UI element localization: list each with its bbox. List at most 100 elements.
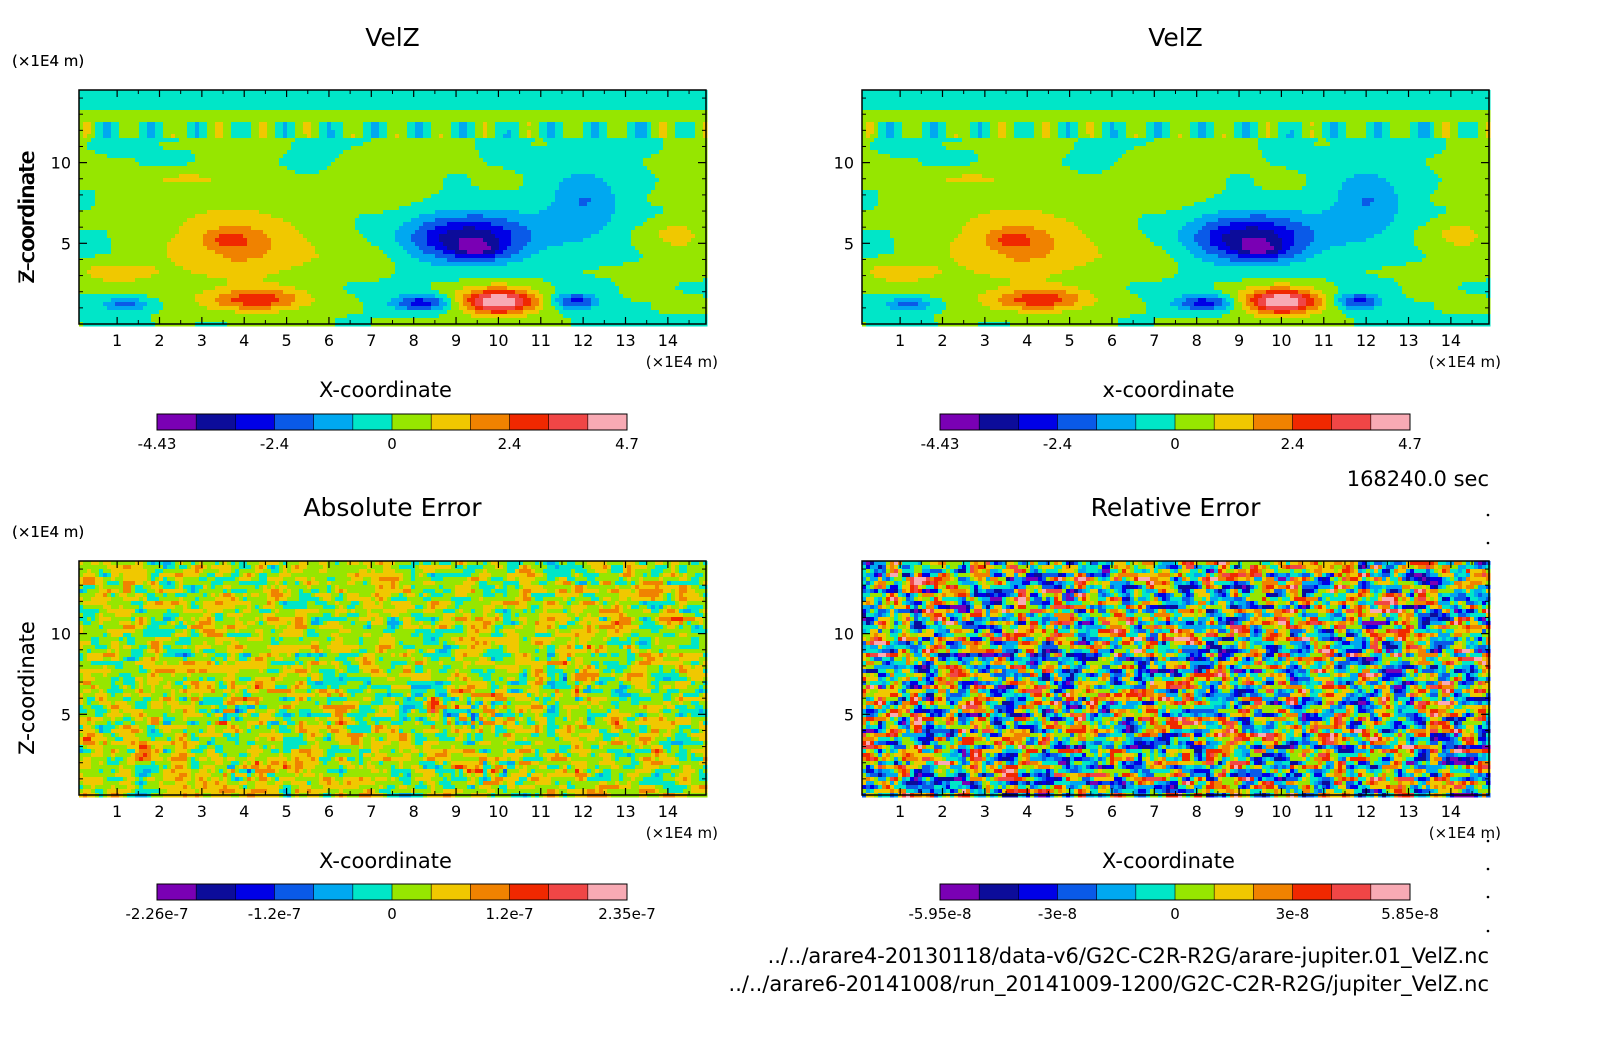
colorbar-label: 4.7 (615, 435, 639, 453)
x-tick-label: 3 (980, 331, 990, 350)
x-unit-label: (×1E4 m) (1429, 353, 1501, 371)
x-tick-label: 8 (409, 331, 419, 350)
colorbar-label: -1.2e-7 (248, 905, 301, 923)
heatmap-field (79, 90, 708, 327)
colorbar-swatch (275, 414, 314, 430)
colorbar-label: 2.35e-7 (598, 905, 656, 923)
x-tick-label: 11 (531, 331, 551, 350)
y-unit-label: (×1E4 m) (12, 523, 84, 541)
colorbar-swatch (196, 414, 235, 430)
colorbar-swatch (1018, 884, 1057, 900)
colorbar-swatch (1332, 414, 1371, 430)
x-tick-label: 9 (1234, 331, 1244, 350)
colorbar-swatch (1214, 414, 1253, 430)
panel-1: VelZ(×1E4 m)1 2 3 4 5 6 7 8 9 10 11 12 13 14510(×1E4 … (12, 23, 718, 453)
x-tick-label: 7 (1149, 802, 1159, 821)
colorbar-swatch (1058, 884, 1097, 900)
panel-3: Absolute Error(×1E4 m)1 2 3 4 5 6 7 8 9 10 11 12 13 1… (12, 493, 718, 923)
colorbar-swatch (940, 414, 979, 430)
colorbar-swatch (1253, 884, 1292, 900)
colorbar-swatch (1371, 414, 1410, 430)
time-label: 168240.0 sec (1347, 467, 1489, 491)
y-tick-label: 5 (61, 705, 71, 724)
colorbar-swatch (1293, 414, 1332, 430)
x-tick-label: 4 (1022, 331, 1032, 350)
colorbar-swatch (1293, 884, 1332, 900)
y-tick-label: 10 (834, 625, 854, 644)
colorbar-swatch (1214, 884, 1253, 900)
x-tick-label: 3 (197, 802, 207, 821)
panel-title: VelZ (1148, 23, 1203, 52)
margin-dot (1487, 868, 1490, 871)
colorbar-label: 1.2e-7 (485, 905, 533, 923)
colorbar-swatch (157, 884, 196, 900)
x-tick-label: 14 (658, 802, 678, 821)
x-tick-label: 7 (366, 331, 376, 350)
y-tick-label: 5 (61, 234, 71, 253)
colorbar-swatch (940, 884, 979, 900)
heatmap-field (79, 561, 708, 798)
colorbar: -5.95e-8 -3e-8 0 3e-8 5.85e-8 (909, 884, 1439, 923)
margin-dot (1487, 514, 1490, 517)
colorbar-swatch (392, 884, 431, 900)
colorbar-label: 0 (1170, 905, 1180, 923)
x-tick-label: 13 (1398, 331, 1418, 350)
x-tick-label: 4 (1022, 802, 1032, 821)
x-tick-label: 6 (324, 331, 334, 350)
x-tick-label: 10 (1271, 331, 1291, 350)
x-tick-label: 2 (154, 331, 164, 350)
colorbar-label: 2.4 (1281, 435, 1305, 453)
panel-title: Relative Error (1091, 493, 1261, 522)
x-tick-label: 13 (1398, 802, 1418, 821)
colorbar-label: 5.85e-8 (1381, 905, 1439, 923)
colorbar-swatch (1175, 414, 1214, 430)
x-tick-label: 5 (1064, 331, 1074, 350)
file-path-2: ../../arare6-20141008/run_20141009-1200/… (729, 972, 1489, 997)
colorbar-swatch (510, 414, 549, 430)
x-tick-label: 2 (937, 802, 947, 821)
colorbar-swatch (314, 414, 353, 430)
x-tick-label: 1 (895, 802, 905, 821)
colorbar-swatch (588, 414, 627, 430)
panel-title: Absolute Error (303, 493, 482, 522)
x-tick-label: 5 (1064, 802, 1074, 821)
x-axis-label: X-coordinate (1102, 849, 1235, 873)
colorbar-label: -4.43 (921, 435, 960, 453)
colorbar-swatch (1332, 884, 1371, 900)
x-tick-label: 1 (112, 331, 122, 350)
colorbar-label: 3e-8 (1276, 905, 1310, 923)
x-tick-label: 10 (488, 802, 508, 821)
x-axis-label: x-coordinate (1102, 378, 1234, 402)
x-tick-label: 6 (324, 802, 334, 821)
margin-dot (1487, 542, 1490, 545)
x-tick-label: 8 (409, 802, 419, 821)
x-tick-label: 12 (1356, 331, 1376, 350)
colorbar-swatch (157, 414, 196, 430)
colorbar-swatch (353, 414, 392, 430)
colorbar-label: -2.4 (1043, 435, 1072, 453)
colorbar-swatch (1175, 884, 1214, 900)
colorbar-label: -5.95e-8 (909, 905, 972, 923)
colorbar: -4.43 -2.4 0 2.4 4.7 (921, 414, 1422, 453)
x-tick-label: 9 (1234, 802, 1244, 821)
colorbar-label: 2.4 (498, 435, 522, 453)
x-tick-label: 11 (1314, 331, 1334, 350)
x-tick-label: 5 (281, 802, 291, 821)
x-tick-label: 14 (1441, 331, 1461, 350)
x-tick-label: 9 (451, 331, 461, 350)
x-tick-label: 14 (658, 331, 678, 350)
heatmap-field (862, 561, 1491, 798)
x-axis-label: X-coordinate (319, 849, 452, 873)
x-tick-label: 12 (1356, 802, 1376, 821)
y-axis-label: z-coordinate (15, 152, 39, 283)
x-tick-label: 3 (980, 802, 990, 821)
x-tick-label: 8 (1192, 802, 1202, 821)
colorbar-swatch (1136, 884, 1175, 900)
colorbar: -4.43 -2.4 0 2.4 4.7 (138, 414, 639, 453)
x-tick-label: 12 (573, 331, 593, 350)
x-tick-label: 9 (451, 802, 461, 821)
x-tick-label: 1 (112, 802, 122, 821)
colorbar-swatch (1136, 414, 1175, 430)
colorbar-swatch (1253, 414, 1292, 430)
x-tick-label: 4 (239, 331, 249, 350)
